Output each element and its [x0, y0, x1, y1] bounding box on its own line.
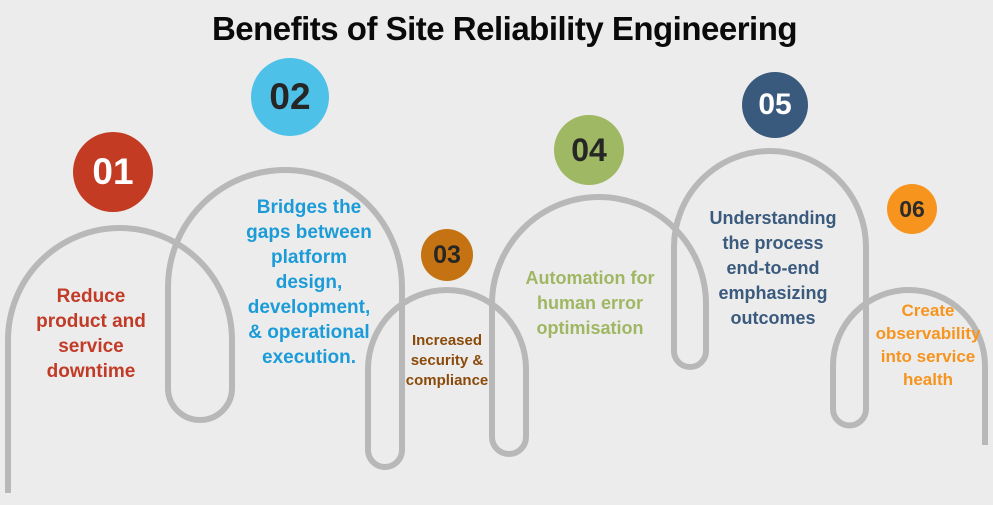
step-3-number-badge: 03	[421, 229, 473, 281]
step-6-number-badge: 06	[887, 184, 937, 234]
arch-path	[5, 148, 988, 493]
step-1-number-badge: 01	[73, 132, 153, 212]
step-5-number-badge: 05	[742, 72, 808, 138]
step-1-description: Reduce product and service downtime	[36, 286, 146, 382]
step-2-description: Bridges the gaps between platform design…	[246, 197, 372, 368]
step-2-number-badge: 02	[251, 58, 329, 136]
step-4-number-badge: 04	[554, 115, 624, 185]
step-3-description: Increased security & compliance	[405, 332, 489, 389]
page-title: Benefits of Site Reliability Engineering	[211, 10, 798, 47]
step-5-description: Understanding the process end-to-end emp…	[709, 208, 837, 328]
step-4-description: Automation for human error optimisation	[525, 268, 655, 338]
step-6-description: Create observability into service health	[875, 301, 981, 389]
